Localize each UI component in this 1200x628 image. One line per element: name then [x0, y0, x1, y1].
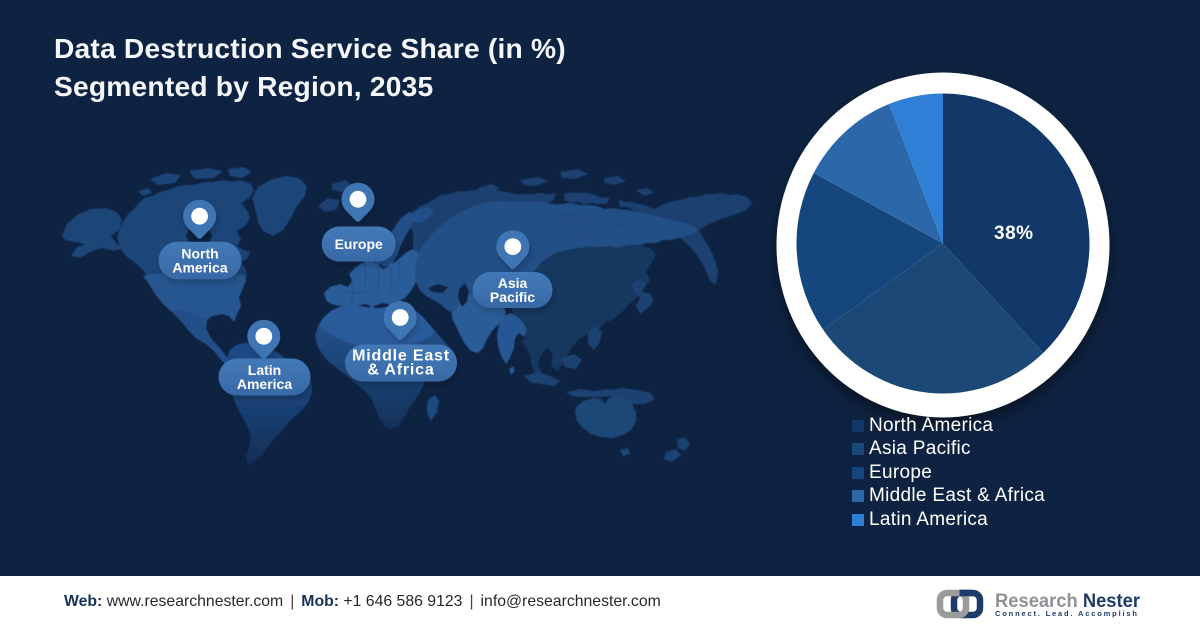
- svg-text:America: America: [172, 260, 227, 276]
- svg-text:Asia: Asia: [498, 275, 528, 291]
- svg-text:North: North: [181, 245, 218, 261]
- svg-text:& Africa: & Africa: [367, 362, 434, 379]
- svg-text:Research Nester: Research Nester: [995, 590, 1140, 612]
- svg-text:Pacific: Pacific: [490, 289, 535, 305]
- svg-text:America: America: [237, 376, 292, 392]
- svg-text:Europe: Europe: [335, 236, 383, 252]
- svg-text:Connect. Lead. Accomplish: Connect. Lead. Accomplish: [995, 609, 1139, 618]
- svg-text:Latin: Latin: [248, 362, 281, 378]
- svg-text:Middle East: Middle East: [352, 347, 450, 364]
